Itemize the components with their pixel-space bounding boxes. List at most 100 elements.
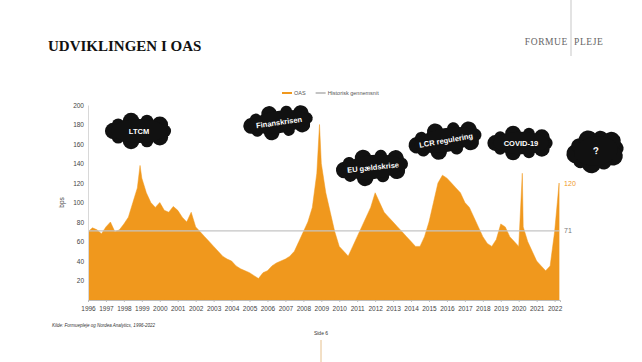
x-tick: 2015 [422,300,437,312]
x-tick-label: 2014 [404,305,419,312]
x-tick-mark [303,300,304,302]
x-tick: 1999 [135,300,150,312]
x-tick-mark [411,300,412,302]
oas-area [88,125,559,301]
annotation-text: EU gældskrise [347,160,400,174]
x-tick-label: 2018 [476,305,491,312]
annotation-cloud: EU gældskrise [334,145,410,189]
x-axis-line [89,301,561,303]
x-tick-label: 2001 [171,305,186,312]
x-tick: 2000 [153,300,168,312]
annotation-cloud: LCR regulering [405,116,484,165]
x-tick: 2010 [333,300,348,312]
x-tick-mark [88,300,89,302]
source-note: Kilde: Formuepleje og Nordea Analytics, … [52,323,155,328]
y-tick-label: 140 [73,160,84,167]
end-label: 71 [564,227,572,234]
x-tick-label: 2022 [548,305,563,312]
cloud-body [572,134,620,169]
legend: OASHistorisk gennemsnit [282,90,379,96]
y-tick-label: 160 [73,141,84,148]
x-tick: 2006 [261,300,276,312]
logo-text: PLEJE [574,37,603,47]
x-tick-mark [267,300,268,302]
chart-container: UDVIKLINGEN I OASFORMUEPLEJE120712040608… [0,0,642,362]
logo-text: FORMUE [525,37,568,47]
x-tick-mark [106,300,107,302]
x-tick-label: 2012 [368,305,383,312]
x-tick-mark [555,300,556,302]
end-label: 120 [564,180,576,187]
legend-swatch [316,92,326,94]
x-tick: 2022 [548,300,563,312]
x-tick-mark [124,300,125,302]
y-tick: 160 [73,141,88,148]
cloud-body [493,132,549,154]
x-tick-mark [178,300,179,302]
x-tick-mark [501,300,502,302]
x-tick-label: 2009 [315,305,330,312]
x-tick: 2004 [225,300,240,312]
x-tick-mark [375,300,376,302]
x-tick-label: 2013 [386,305,401,312]
logo-divider [571,0,572,56]
x-tick-mark [321,300,322,302]
footer-divider [321,340,322,362]
x-tick: 2016 [440,300,455,312]
x-tick-label: 2019 [494,305,509,312]
x-tick-mark [142,300,143,302]
x-tick-label: 2021 [530,305,545,312]
x-tick-label: 2017 [458,305,473,312]
cloud-body [111,119,167,143]
x-tick: 2005 [243,300,258,312]
x-tick-mark [232,300,233,302]
x-tick-label: 1999 [135,305,150,312]
chart-svg: UDVIKLINGEN I OASFORMUEPLEJE120712040608… [0,0,642,362]
x-tick: 2021 [530,300,545,312]
cloud-body [247,107,311,138]
y-tick-label: 80 [77,219,85,226]
x-tick-label: 2011 [351,305,365,312]
x-tick-mark [250,300,251,302]
x-tick-label: 2002 [189,305,204,312]
x-tick-mark [447,300,448,302]
x-tick: 1996 [81,300,96,312]
y-tick-label: 40 [77,258,85,265]
annotation-cloud: LTCM [105,113,171,150]
x-tick-label: 1997 [99,305,114,312]
x-tick-label: 2016 [440,305,455,312]
x-tick-mark [357,300,358,302]
x-tick-label: 2003 [207,305,222,312]
y-tick: 60 [77,238,88,245]
x-tick: 1998 [117,300,132,312]
x-tick-label: 2005 [243,305,258,312]
x-tick-mark [519,300,520,302]
x-tick: 1997 [99,300,114,312]
x-tick-label: 2010 [333,305,348,312]
annotation-cloud: Finanskrisen [241,100,315,144]
x-tick-label: 2004 [225,305,240,312]
y-tick-label: 20 [77,277,85,284]
y-tick-label: 100 [73,199,84,206]
y-axis: 20406080100120140160180200 [73,102,88,301]
y-tick-label: 60 [77,238,85,245]
cloud-body [412,123,480,158]
x-tick-mark [429,300,430,302]
x-tick: 2007 [279,300,294,312]
y-axis-title: bps [58,197,66,208]
page-number: Side 6 [314,330,328,336]
x-tick-mark [537,300,538,302]
x-tick-label: 2007 [279,305,294,312]
x-axis: 1996199719981999200020012002200320042005… [81,300,562,312]
y-tick: 80 [77,219,88,226]
x-tick-label: 1998 [117,305,132,312]
x-tick-mark [214,300,215,302]
x-tick: 2012 [368,300,383,312]
x-tick-mark [339,300,340,302]
annotation-text: LCR regulering [419,131,474,149]
cloud-body [340,152,405,182]
x-tick-label: 1996 [81,305,96,312]
x-tick-label: 2015 [422,305,437,312]
y-axis-line [88,106,89,301]
x-tick: 2011 [351,300,365,312]
